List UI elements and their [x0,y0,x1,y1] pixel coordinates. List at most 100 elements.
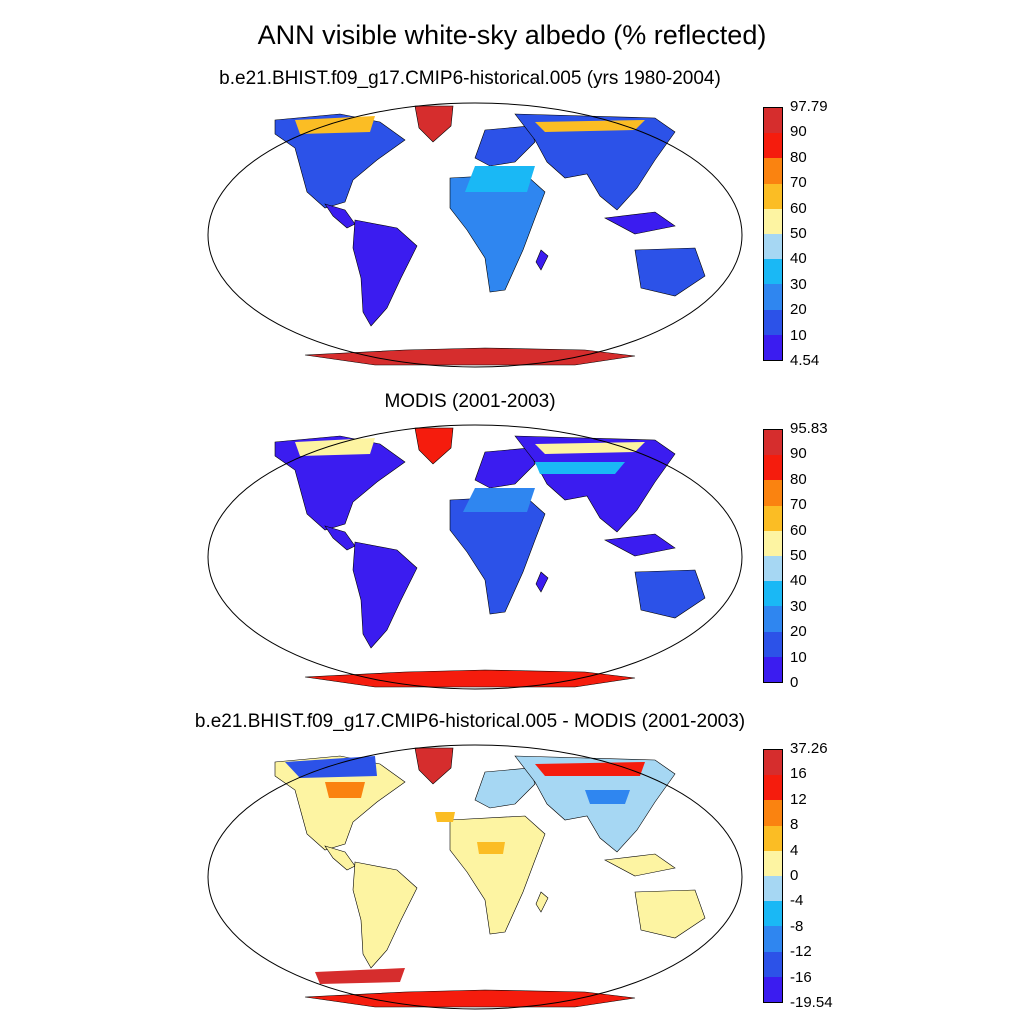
land-asia [514,113,676,211]
map-difference [207,744,743,1010]
colorbar-tick-label: 70 [790,496,807,514]
colorbar-tick-label: 0 [790,867,799,884]
colorbar-segment [764,158,782,184]
field-region [535,462,625,474]
map-outline [207,102,743,368]
colorbar-tick-label: 70 [790,174,807,192]
colorbar-tick-label: 4 [790,841,799,859]
land-antarctica [304,669,636,688]
colorbar-difference [763,749,783,1003]
land-madagascar [535,571,549,593]
colorbar-segment [764,505,782,531]
land-europe [474,447,536,489]
land-centralAmerica [324,525,356,551]
land-greenland [414,747,454,785]
colorbar-tick-label: 30 [790,275,807,293]
colorbar-tick-label: 80 [790,470,807,488]
colorbar-segment [764,309,782,335]
land-africa [449,495,546,615]
colorbar-tick-label: 50 [790,547,807,564]
colorbar-segment [764,284,782,310]
field-region [585,790,630,804]
colorbar-tick-label: -4 [790,892,804,910]
colorbar-tick-label: 30 [790,597,807,615]
map-outline [207,744,743,1010]
land-antarctica [304,989,636,1008]
map-modis [207,424,743,690]
land-australia [634,889,706,939]
main-title: ANN visible white-sky albedo (% reflecte… [257,20,767,50]
colorbar-tick-label: 4.54 [790,352,820,369]
colorbar-model [763,107,783,361]
land-indonesia [604,211,676,235]
colorbar-segment [764,750,782,776]
land-australia [634,247,706,297]
colorbar-segment [764,530,782,556]
colorbar-tick-label: -16 [790,968,812,986]
panel-title-modis: MODIS (2001-2003) [384,391,556,412]
colorbar-tick-label: 12 [790,790,807,808]
colorbar-segment [764,581,782,607]
field-region [465,166,535,192]
colorbar-segment [764,556,782,582]
colorbar-tick-label: 8 [790,816,799,834]
field-region [315,968,405,984]
colorbar-tick-label: 60 [790,199,807,217]
colorbar-tick-label: 95.83 [790,420,828,437]
colorbar-segment [764,926,782,952]
panel-title-difference: b.e21.BHIST.f09_g17.CMIP6-historical.005… [194,711,746,732]
field-region [477,842,505,854]
land-northAmerica [274,435,406,531]
land-indonesia [604,853,676,877]
land-greenland [414,427,454,465]
colorbar-segment [764,259,782,285]
colorbar-tick-label: 40 [790,572,807,590]
colorbar-segment [764,183,782,209]
colorbar-tick-label: 0 [790,674,799,691]
map-outline [207,424,743,690]
map-model [207,102,743,368]
colorbar-segment [764,334,782,360]
land-asia [514,435,676,533]
land-australia [634,569,706,619]
land-southAmerica [352,219,418,327]
colorbar-segment [764,825,782,851]
land-africa [449,173,546,293]
land-madagascar [535,249,549,271]
land-southAmerica [352,861,418,969]
colorbar-tick-label: 40 [790,250,807,268]
colorbar-tick-label: 10 [790,326,807,344]
colorbar-segment [764,108,782,134]
land-africa [449,815,546,935]
colorbar-segment [764,208,782,234]
colorbar-segment [764,133,782,159]
colorbar-segment [764,775,782,801]
colorbar-segment [764,901,782,927]
land-areas [274,747,706,1008]
land-areas [274,105,706,366]
land-areas [274,427,706,688]
colorbar-modis [763,429,783,683]
land-centralAmerica [324,845,356,871]
colorbar-tick-label: 37.26 [790,740,828,757]
panel-title-model: b.e21.BHIST.f09_g17.CMIP6-historical.005… [219,68,721,89]
colorbar-tick-label: -19.54 [790,994,833,1011]
colorbar-segment [764,656,782,682]
colorbar-segment [764,606,782,632]
land-northAmerica [274,755,406,851]
colorbar-segment [764,234,782,260]
colorbar-segment [764,800,782,826]
land-antarctica [304,347,636,366]
land-indonesia [604,533,676,557]
colorbar-tick-label: 90 [790,445,807,463]
field-region [285,756,377,778]
colorbar-tick-label: 20 [790,623,807,641]
colorbar-tick-label: 60 [790,521,807,539]
colorbar-segment [764,631,782,657]
colorbar-tick-label: 10 [790,648,807,666]
field-region [435,812,455,822]
colorbar-tick-label: -8 [790,917,804,935]
colorbar-segment [764,876,782,902]
colorbar-tick-label: 97.79 [790,98,828,115]
land-europe [474,125,536,167]
